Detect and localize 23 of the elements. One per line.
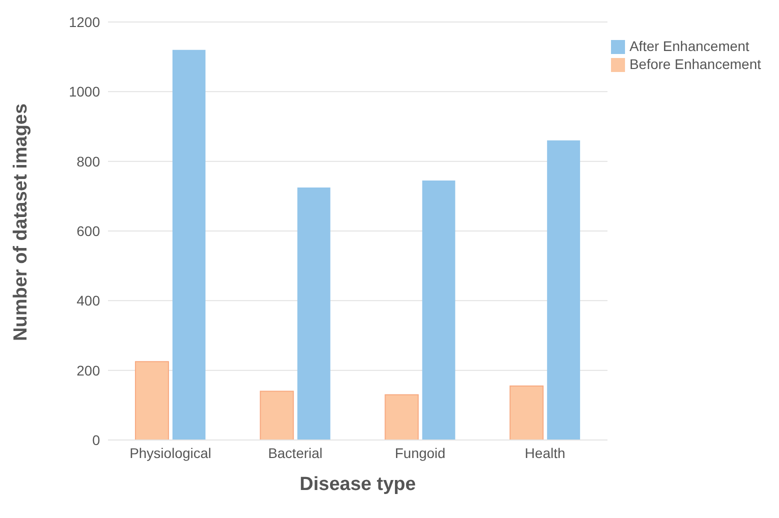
- bar: [297, 187, 330, 440]
- x-tick-label: Physiological: [130, 444, 212, 461]
- y-tick-label: 200: [76, 362, 100, 378]
- bar: [134, 361, 169, 440]
- y-tick-label: 0: [92, 432, 100, 448]
- bar: [260, 390, 294, 440]
- y-tick-label: 1000: [68, 84, 100, 100]
- bar: [384, 394, 419, 440]
- x-tick-label: Fungoid: [394, 444, 446, 461]
- bar: [172, 50, 206, 440]
- legend-label: Before Enhancement: [629, 56, 761, 72]
- legend-label: After Enhancement: [629, 38, 750, 54]
- x-tick-label: Bacterial: [268, 444, 323, 461]
- bar: [510, 386, 544, 440]
- y-tick-label: 400: [76, 292, 100, 309]
- y-axis-title: Number of dataset images: [10, 103, 32, 341]
- x-tick-label: Health: [524, 444, 566, 461]
- y-tick-label: 1200: [68, 14, 100, 30]
- x-axis-title: Disease type: [300, 474, 416, 495]
- bar: [422, 180, 456, 440]
- y-tick-label: 600: [76, 222, 100, 239]
- y-tick-label: 800: [76, 153, 100, 170]
- bar: [547, 140, 580, 440]
